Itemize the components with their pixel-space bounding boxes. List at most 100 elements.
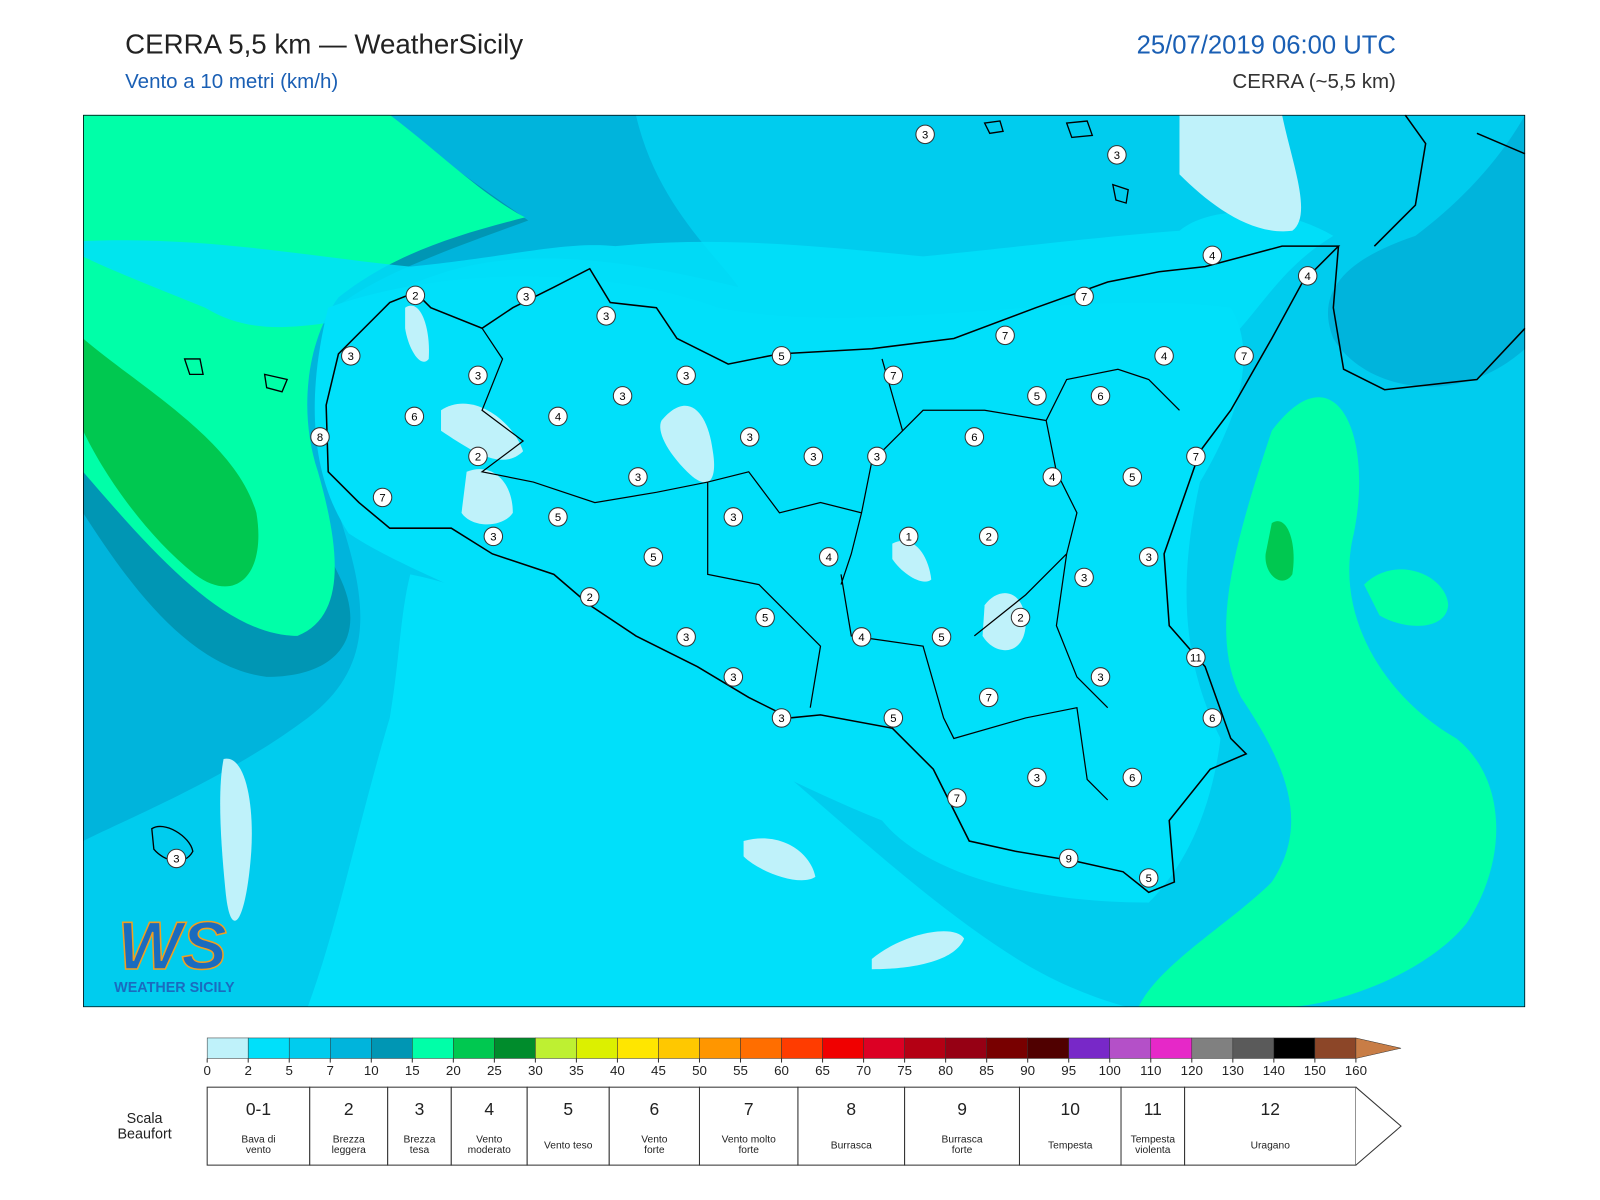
station-marker: [676, 627, 696, 647]
beaufort-box: [608, 1086, 700, 1166]
station-value: 5: [778, 351, 784, 363]
station-marker: [1122, 467, 1143, 487]
beaufort-name: Tempesta: [1048, 1141, 1093, 1152]
beaufort-force: 11: [1144, 1099, 1162, 1119]
colorbar-tick-label: 45: [651, 1063, 666, 1078]
station-marker: [931, 627, 952, 647]
colorbar-tick-label: 85: [979, 1063, 994, 1078]
station-marker: [580, 587, 600, 607]
station-marker: [1074, 567, 1094, 588]
station-marker: [771, 708, 792, 728]
station-marker: [883, 365, 904, 386]
station-value: 3: [603, 311, 609, 323]
station-value: 1: [906, 532, 912, 544]
beaufort-force: 0-1: [246, 1099, 271, 1119]
station-marker: [1042, 467, 1063, 487]
beaufort-box: [206, 1086, 311, 1166]
station-marker: [1010, 607, 1031, 628]
station-marker: [516, 286, 536, 307]
station-marker: [341, 346, 361, 366]
colorbar-tick-label: 2: [244, 1063, 251, 1078]
station-marker: [755, 607, 775, 628]
station-marker: [1202, 245, 1223, 266]
beaufort-name: forte: [738, 1145, 759, 1156]
station-value: 3: [1146, 552, 1152, 564]
beaufort-name: leggera: [332, 1145, 366, 1156]
beaufort-box: [450, 1086, 528, 1166]
station-value: 2: [587, 592, 593, 604]
station-value: 5: [650, 552, 656, 564]
station-value: 3: [490, 532, 496, 544]
station-value: 5: [1034, 391, 1040, 403]
beaufort-name: violenta: [1135, 1145, 1171, 1156]
station-value: 8: [317, 432, 323, 444]
station-value: 3: [730, 512, 736, 524]
colorbar-segment: [329, 1037, 372, 1059]
station-value: 3: [922, 129, 928, 141]
station-value: 3: [730, 672, 736, 684]
station-value: 7: [890, 370, 896, 382]
station-value: 7: [1193, 452, 1199, 464]
station-marker: [612, 386, 633, 406]
station-marker: [978, 526, 999, 547]
colorbar-tick-label: 10: [364, 1063, 379, 1078]
station-marker: [1090, 386, 1111, 406]
beaufort-box: [387, 1086, 452, 1166]
logo-mark: WS: [118, 909, 227, 984]
station-marker: [548, 406, 568, 427]
station-marker: [643, 547, 664, 567]
station-value: 5: [938, 632, 944, 644]
station-marker: [898, 526, 919, 547]
colorbar-segment: [1150, 1037, 1193, 1059]
subtitle: Vento a 10 metri (km/h): [125, 70, 338, 93]
station-value: 7: [986, 693, 992, 705]
colorbar-segment: [658, 1037, 700, 1059]
colorbar-tick-label: 140: [1263, 1063, 1285, 1078]
logo: WS WEATHER SICILY: [114, 908, 235, 995]
station-value: 3: [523, 292, 529, 304]
station-value: 4: [1161, 351, 1167, 363]
station-marker: [964, 427, 985, 447]
station-value: 7: [1002, 330, 1008, 342]
colorbar-segment: [1191, 1037, 1234, 1059]
station-value: 4: [826, 552, 832, 564]
beaufort-name: Vento molto: [722, 1135, 776, 1146]
station-marker: [1138, 547, 1159, 567]
station-marker: [372, 487, 393, 508]
station-marker: [915, 124, 935, 145]
station-value: 5: [555, 512, 561, 524]
station-value: 4: [858, 632, 864, 644]
station-value: 4: [555, 412, 561, 424]
beaufort-name: Bava di: [241, 1135, 275, 1146]
colorbar-segment: [1314, 1037, 1357, 1059]
beaufort-force: 5: [563, 1099, 573, 1119]
station-value: 3: [1034, 773, 1040, 785]
station-marker: [310, 427, 330, 447]
colorbar-tick-label: 55: [733, 1063, 748, 1078]
colorbar-extend: [1355, 1037, 1402, 1059]
station-marker: [1058, 848, 1079, 869]
colorbar-segment: [288, 1037, 331, 1059]
beaufort-box: [309, 1086, 389, 1166]
colorbar-tick-label: 95: [1061, 1063, 1076, 1078]
colorbar-segment: [699, 1037, 741, 1059]
station-marker: [883, 708, 904, 728]
station-value: 7: [1081, 292, 1087, 304]
beaufort-name: Vento: [641, 1135, 668, 1146]
colorbar-segment: [740, 1037, 782, 1059]
station-value: 3: [1097, 672, 1103, 684]
station-marker: [1074, 286, 1094, 307]
colorbar-segment: [453, 1037, 495, 1059]
colorbar-segment: [494, 1037, 536, 1059]
beaufort-name: forte: [952, 1145, 973, 1156]
beaufort-box: [1120, 1086, 1186, 1166]
beaufort-name: vento: [246, 1145, 271, 1156]
station-value: 4: [1209, 250, 1215, 262]
colorbar-tick-label: 20: [446, 1063, 461, 1078]
station-value: 3: [874, 452, 880, 464]
colorbar-segment: [1109, 1037, 1152, 1059]
colorbar-tick-label: 90: [1020, 1063, 1035, 1078]
station-value: 6: [1209, 713, 1215, 725]
colorbar-segment: [206, 1037, 249, 1059]
beaufort-name: Burrasca: [942, 1135, 983, 1146]
